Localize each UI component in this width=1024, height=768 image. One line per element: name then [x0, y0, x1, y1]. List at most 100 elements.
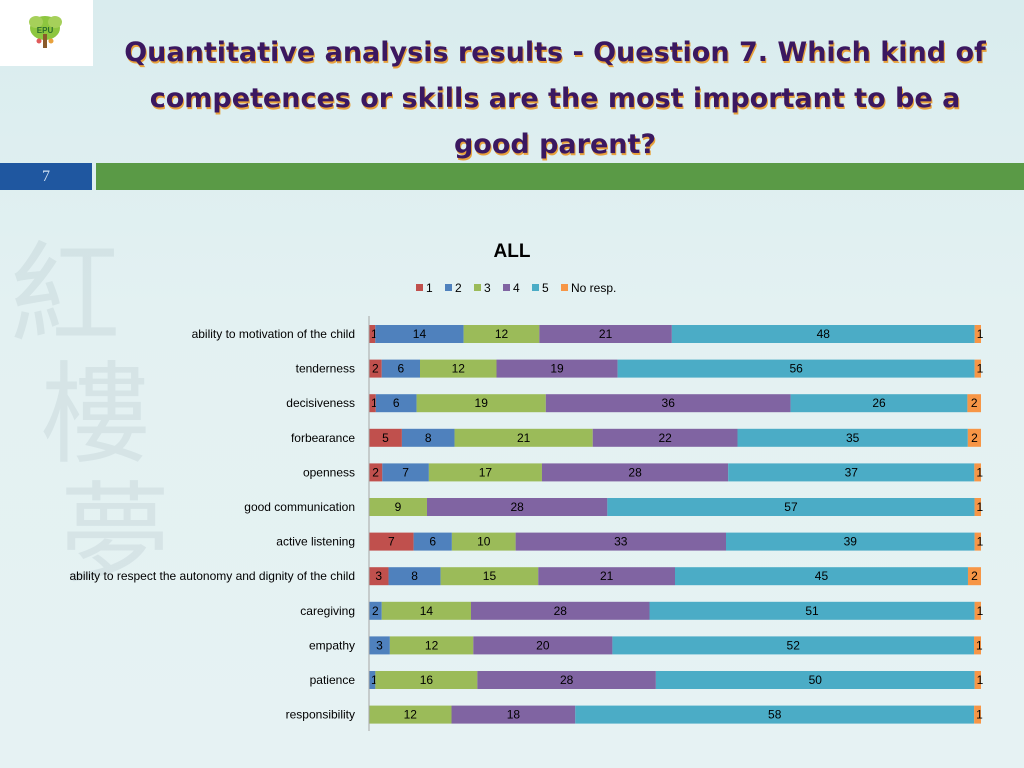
category-label: good communication — [244, 500, 355, 514]
bar-segment — [737, 428, 968, 447]
bar-segment — [454, 428, 593, 447]
bar-segment — [539, 325, 672, 343]
bar-segment — [790, 394, 968, 413]
data-label: 2 — [971, 431, 978, 445]
background-calligraphy: 紅 — [10, 231, 120, 359]
bar-segment — [463, 325, 540, 343]
category-label: empathy — [309, 638, 355, 652]
bar-segment — [440, 567, 539, 586]
data-label: 33 — [614, 535, 628, 549]
bar-segment — [974, 636, 981, 655]
category-label: tenderness — [296, 362, 355, 376]
bar-segment — [375, 394, 417, 413]
bar-segment — [974, 532, 981, 551]
data-label: 7 — [402, 465, 409, 479]
data-label: 1 — [371, 327, 378, 341]
bar-segment — [575, 705, 975, 724]
legend-swatch-4 — [532, 284, 539, 291]
data-label: 16 — [420, 673, 434, 687]
data-label: 21 — [599, 327, 613, 341]
legend-swatch-0 — [416, 284, 423, 291]
category-label: openness — [303, 465, 355, 479]
data-label: 35 — [846, 431, 860, 445]
legend-swatch-1 — [445, 284, 452, 291]
category-label: decisiveness — [286, 396, 355, 410]
data-label: 36 — [662, 396, 676, 410]
data-label: 9 — [395, 500, 402, 514]
data-label: 28 — [510, 500, 524, 514]
bar-segment — [649, 601, 975, 620]
data-label: 39 — [844, 535, 858, 549]
data-label: 1 — [371, 396, 378, 410]
bar-segment — [451, 705, 576, 724]
bar-segment — [428, 463, 542, 482]
data-label: 2 — [372, 362, 379, 376]
data-label: 2 — [372, 465, 379, 479]
bar-segment — [974, 325, 981, 343]
category-label: ability to respect the autonomy and dign… — [69, 569, 355, 583]
legend-label-5: No resp. — [571, 281, 616, 295]
data-label: 8 — [425, 431, 432, 445]
data-label: 21 — [517, 431, 531, 445]
bar-segment — [401, 428, 455, 447]
data-label: 1 — [977, 604, 984, 618]
bar-segment — [388, 567, 441, 586]
data-label: 19 — [475, 396, 489, 410]
bar-segment — [496, 359, 618, 378]
legend-swatch-2 — [474, 284, 481, 291]
bar-segment — [420, 359, 497, 378]
data-label: 1 — [977, 500, 984, 514]
data-label: 1 — [976, 708, 983, 722]
category-label: patience — [310, 673, 356, 687]
data-label: 12 — [495, 327, 509, 341]
bar-segment — [612, 636, 975, 655]
bar-segment — [369, 705, 452, 724]
data-label: 28 — [628, 465, 642, 479]
category-label: ability to motivation of the child — [192, 327, 355, 341]
data-label: 20 — [536, 638, 550, 652]
logo-graphic: EPU — [29, 16, 62, 48]
data-label: 45 — [815, 569, 829, 583]
background-calligraphy: 樓 — [40, 351, 150, 479]
bar-segment — [426, 498, 608, 516]
bar-segment — [967, 428, 981, 447]
bar-segment — [675, 567, 968, 586]
bar-segment — [451, 532, 516, 551]
legend-label-4: 5 — [542, 281, 549, 295]
data-label: 14 — [413, 327, 427, 341]
bar-segment — [375, 671, 478, 689]
bar-segment — [974, 671, 981, 689]
data-label: 1 — [977, 535, 984, 549]
category-label: responsibility — [286, 708, 355, 722]
data-label: 14 — [420, 604, 434, 618]
data-label: 48 — [817, 327, 831, 341]
data-label: 51 — [805, 604, 819, 618]
legend-label-1: 2 — [455, 281, 462, 295]
bar-segment — [369, 359, 382, 378]
bar-segment — [382, 463, 429, 482]
data-label: 15 — [483, 569, 497, 583]
data-label: 37 — [845, 465, 859, 479]
logo-text: EPU — [37, 26, 54, 35]
data-label: 26 — [872, 396, 886, 410]
data-label: 5 — [382, 431, 389, 445]
bar-segment — [413, 532, 452, 551]
bar-segment — [728, 463, 975, 482]
data-label: 10 — [477, 535, 491, 549]
page-number: 7 — [42, 168, 50, 185]
data-label: 2 — [372, 604, 379, 618]
data-label: 6 — [393, 396, 400, 410]
page-number-band — [0, 163, 92, 190]
category-label: forbearance — [291, 431, 355, 445]
bar-segment — [369, 532, 414, 551]
data-label: 28 — [554, 604, 568, 618]
bar-segment — [369, 394, 376, 413]
bar-segment — [967, 567, 981, 586]
bar-segment — [473, 636, 613, 655]
bar-segment — [515, 532, 726, 551]
bar-segment — [974, 705, 981, 724]
slide-title: Quantitative analysis results - Question… — [124, 37, 986, 160]
data-label: 7 — [388, 535, 395, 549]
data-label: 1 — [371, 673, 378, 687]
data-label: 1 — [977, 673, 984, 687]
